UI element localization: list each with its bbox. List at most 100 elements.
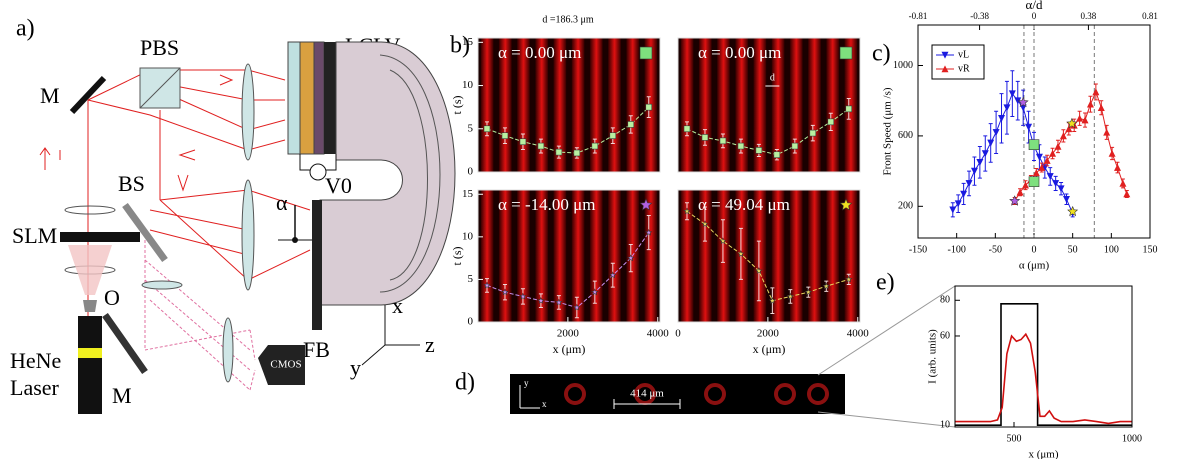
point <box>1055 143 1061 149</box>
y-tick-label: 80 <box>940 295 950 306</box>
legend-label: vR <box>958 63 970 74</box>
stripe <box>808 190 821 322</box>
plot-frame <box>955 286 1132 427</box>
point <box>646 104 652 110</box>
lclv <box>288 42 300 154</box>
label: PBS <box>140 35 179 60</box>
legend-marker <box>840 47 852 59</box>
panel-label: c) <box>872 41 891 67</box>
x2-tick-label: 0.81 <box>1142 11 1158 21</box>
x-tick-label: 50 <box>1068 244 1078 255</box>
stripe <box>626 38 639 172</box>
label: CMOS <box>270 359 301 371</box>
point <box>1109 151 1115 157</box>
lens <box>242 180 254 290</box>
annotation: α = 0.00 μm <box>698 43 781 62</box>
feedback <box>312 200 322 330</box>
point <box>774 152 780 158</box>
legend-marker <box>640 47 652 59</box>
stripe <box>481 38 494 172</box>
label: FB <box>303 337 330 362</box>
x-tick-label: -150 <box>909 244 927 255</box>
x-axis-label: x (μm) <box>553 342 586 356</box>
stripe <box>826 190 839 322</box>
x-tick-label: 1000 <box>1122 433 1142 444</box>
point <box>999 115 1005 121</box>
point <box>977 159 983 165</box>
mirror <box>105 315 145 372</box>
legend-label: vL <box>958 49 969 60</box>
point <box>961 191 967 197</box>
point <box>1077 115 1083 121</box>
point <box>950 207 956 213</box>
x2-tick-label: -0.38 <box>970 11 989 21</box>
point <box>1098 105 1104 111</box>
scale-label: 414 μm <box>630 388 664 400</box>
panel-title: d =186.3 μm <box>542 14 594 25</box>
stripe <box>608 190 621 322</box>
label: O <box>104 285 120 310</box>
point <box>756 147 762 153</box>
y-tick-label: 10 <box>462 79 474 91</box>
series-line <box>955 334 1132 423</box>
label: z <box>425 332 435 357</box>
point <box>1063 196 1069 202</box>
stripe <box>590 38 603 172</box>
y-axis-label: t (s) <box>450 96 464 115</box>
point <box>720 138 726 144</box>
y-axis-label: Front Speed (μm /s) <box>882 87 894 175</box>
x-axis-label: x (μm) <box>1028 449 1058 459</box>
stripe <box>681 38 694 172</box>
point <box>1036 154 1042 160</box>
y-tick-label: 15 <box>462 36 474 48</box>
highlight-marker <box>1029 177 1039 187</box>
x2-tick-label: 0 <box>1032 11 1037 21</box>
point <box>1120 180 1126 186</box>
y-tick-label: 15 <box>462 188 474 200</box>
point <box>574 150 580 156</box>
label: x <box>542 399 547 409</box>
label: M <box>40 83 60 108</box>
point <box>684 126 690 132</box>
point <box>702 134 708 140</box>
stripe <box>790 38 803 172</box>
y-tick-label: 200 <box>898 201 913 212</box>
panel-label: a) <box>16 16 35 42</box>
x-tick-label: 2000 <box>757 328 780 340</box>
point <box>1124 191 1130 197</box>
point <box>610 133 616 139</box>
point <box>828 119 834 125</box>
label: x <box>392 293 403 318</box>
note: d <box>770 72 775 83</box>
point <box>792 143 798 149</box>
y-tick-label: 1000 <box>893 60 913 71</box>
slm <box>60 232 140 242</box>
stripe <box>845 190 858 322</box>
figure: a) b) c) d) e) M PBS LCLV V0 FB α BS SLM… <box>0 0 1182 459</box>
point <box>1004 105 1010 111</box>
setup-diagram: M PBS LCLV V0 FB α BS SLM O HeNe Laser M… <box>10 33 455 414</box>
y-tick-label: 0 <box>468 166 474 178</box>
x-tick-label: 4000 <box>647 328 670 340</box>
x-tick-label: 150 <box>1143 244 1158 255</box>
point <box>966 180 972 186</box>
label: α <box>276 190 288 215</box>
point <box>810 130 816 136</box>
x-tick-label: -100 <box>947 244 965 255</box>
stripe <box>481 190 494 322</box>
stripe <box>808 38 821 172</box>
y-axis-label: t (s) <box>450 247 464 266</box>
y-tick-label: 10 <box>462 230 474 242</box>
laser <box>78 316 102 414</box>
point <box>538 143 544 149</box>
annotation: α = 0.00 μm <box>498 43 581 62</box>
point <box>1082 117 1088 123</box>
point <box>971 168 977 174</box>
label: HeNe <box>10 348 61 373</box>
panel-label: e) <box>876 270 895 296</box>
point <box>1058 186 1064 192</box>
x-tick-label: 0 <box>1032 244 1037 255</box>
series-line <box>955 304 1132 425</box>
point <box>1104 129 1110 135</box>
highlight-marker <box>1029 140 1039 150</box>
